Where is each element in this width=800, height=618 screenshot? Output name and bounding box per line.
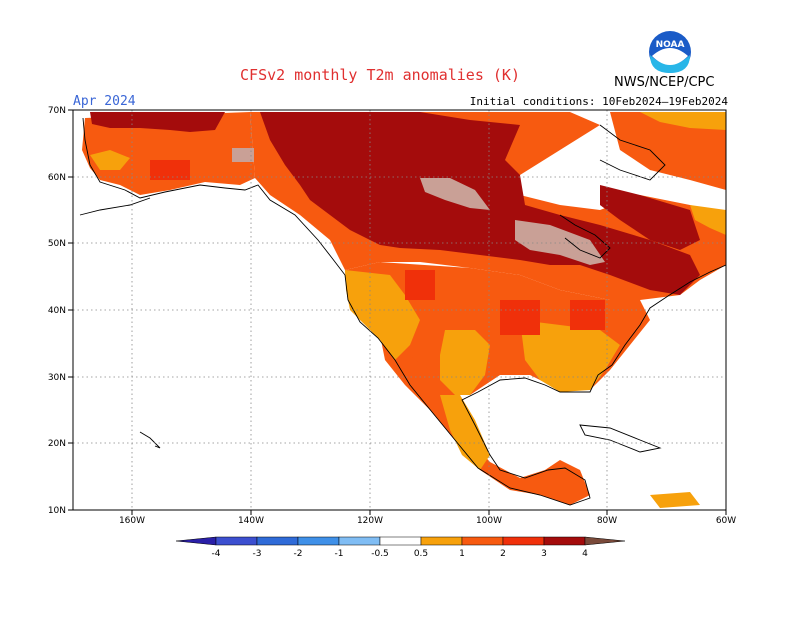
noaa-logo: NOAA [648, 30, 692, 74]
colorbar-bin [297, 536, 340, 546]
colorbar [175, 536, 626, 546]
colorbar-bin [338, 536, 381, 546]
colorbar-arrow-low [175, 536, 217, 546]
colorbar-label: 1 [459, 549, 465, 559]
colorbar-bin [215, 536, 258, 546]
lat-label-40n: 40N [48, 306, 66, 316]
lon-label-80w: 80W [597, 516, 617, 526]
colorbar-label: -3 [253, 549, 262, 559]
noaa-logo-text: NOAA [656, 40, 685, 50]
colorbar-bin [461, 536, 504, 546]
colorbar-arrow-high [584, 536, 626, 546]
colorbar-label: -0.5 [371, 549, 389, 559]
initial-conditions: Initial conditions: 10Feb2024–19Feb2024 [469, 95, 728, 108]
lon-label-160w: 160W [119, 516, 145, 526]
colorbar-label: 0.5 [414, 549, 428, 559]
page-title: CFSv2 monthly T2m anomalies (K) [240, 66, 520, 84]
colorbar-label: -2 [294, 549, 303, 559]
colorbar-bin [502, 536, 545, 546]
lat-label-30n: 30N [48, 373, 66, 383]
colorbar-label: -1 [335, 549, 344, 559]
colorbar-label: 3 [541, 549, 547, 559]
lat-label-10n: 10N [48, 506, 66, 516]
colorbar-label: 2 [500, 549, 506, 559]
lon-label-60w: 60W [716, 516, 736, 526]
lon-label-120w: 120W [357, 516, 383, 526]
forecast-month: Apr 2024 [73, 94, 136, 109]
coastlines [79, 117, 726, 506]
colorbar-label: -4 [212, 549, 221, 559]
agency-label: NWS/NCEP/CPC [614, 75, 715, 90]
gridlines [73, 110, 726, 510]
lat-label-60n: 60N [48, 173, 66, 183]
colorbar-bin [379, 536, 422, 546]
lon-label-140w: 140W [238, 516, 264, 526]
lat-label-20n: 20N [48, 439, 66, 449]
colorbar-bin [420, 536, 463, 546]
lat-label-50n: 50N [48, 239, 66, 249]
colorbar-bin [256, 536, 299, 546]
lat-label-70n: 70N [48, 106, 66, 116]
anomaly-shading [82, 112, 726, 508]
lon-label-100w: 100W [476, 516, 502, 526]
colorbar-label: 4 [582, 549, 588, 559]
